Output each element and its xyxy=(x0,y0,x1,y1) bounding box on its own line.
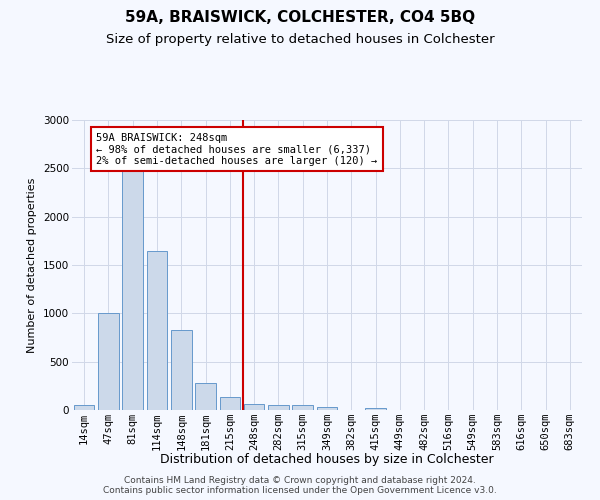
Bar xyxy=(220,398,240,410)
Bar xyxy=(292,405,313,410)
Bar xyxy=(317,407,337,410)
Bar xyxy=(171,330,191,410)
Text: 59A, BRAISWICK, COLCHESTER, CO4 5BQ: 59A, BRAISWICK, COLCHESTER, CO4 5BQ xyxy=(125,10,475,25)
Bar xyxy=(268,405,289,410)
Text: Size of property relative to detached houses in Colchester: Size of property relative to detached ho… xyxy=(106,32,494,46)
Bar xyxy=(365,408,386,410)
Text: 59A BRAISWICK: 248sqm
← 98% of detached houses are smaller (6,337)
2% of semi-de: 59A BRAISWICK: 248sqm ← 98% of detached … xyxy=(96,132,377,166)
Text: Contains HM Land Registry data © Crown copyright and database right 2024.
Contai: Contains HM Land Registry data © Crown c… xyxy=(103,476,497,495)
Bar xyxy=(98,314,119,410)
Bar xyxy=(244,404,265,410)
Bar xyxy=(195,383,216,410)
Y-axis label: Number of detached properties: Number of detached properties xyxy=(28,178,37,352)
Bar xyxy=(122,171,143,410)
Text: Distribution of detached houses by size in Colchester: Distribution of detached houses by size … xyxy=(160,452,494,466)
Bar xyxy=(146,250,167,410)
Bar xyxy=(74,404,94,410)
